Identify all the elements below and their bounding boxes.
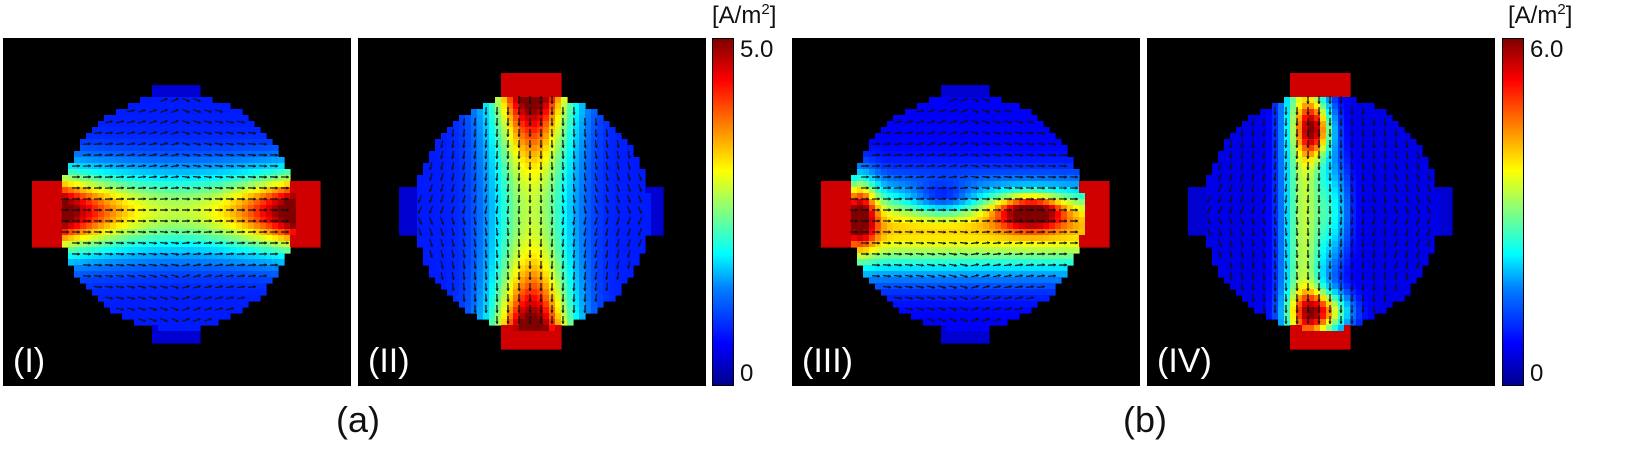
- panel-label-III: (III): [802, 342, 853, 380]
- current-arrows: [849, 97, 1079, 323]
- caption-a: (a): [336, 399, 380, 440]
- current-arrows: [60, 97, 290, 323]
- field-pixels: [32, 85, 321, 344]
- caption-b: (b): [1123, 399, 1167, 440]
- colorbar-b: [1502, 38, 1524, 386]
- current-arrows: [417, 95, 643, 325]
- panel-II: (II): [358, 38, 706, 386]
- current-density-map-II: [399, 73, 664, 350]
- colorbar-unit-a: [A/m2]: [712, 1, 777, 29]
- current-density-map-III: [821, 85, 1110, 344]
- colorbar-unit-b: [A/m2]: [1508, 1, 1573, 29]
- panel-III: (III): [792, 38, 1140, 386]
- colorbar-a: [712, 38, 734, 386]
- field-pixels: [1188, 73, 1453, 350]
- panel-label-IV: (IV): [1157, 342, 1212, 380]
- current-density-map-IV: [1188, 73, 1453, 350]
- field-pixels: [821, 85, 1110, 344]
- field-pixels: [399, 73, 664, 350]
- panel-label-I: (I): [13, 342, 46, 380]
- colorbar-min-a: 0: [740, 360, 754, 387]
- current-density-map-I: [32, 85, 321, 344]
- panel-IV: (IV): [1147, 38, 1495, 386]
- colorbar-max-b: 6.0: [1530, 36, 1564, 63]
- panel-I: (I): [3, 38, 351, 386]
- current-arrows: [1206, 95, 1432, 325]
- colorbar-min-b: 0: [1530, 360, 1544, 387]
- panel-label-II: (II): [368, 342, 410, 380]
- colorbar-max-a: 5.0: [740, 36, 774, 63]
